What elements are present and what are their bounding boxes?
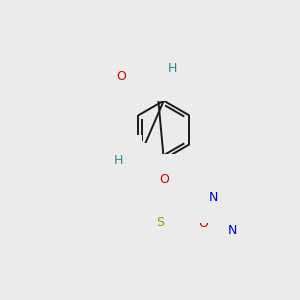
Text: N: N	[172, 234, 181, 247]
Text: N: N	[228, 224, 237, 236]
Text: N: N	[130, 162, 139, 175]
Text: S: S	[156, 216, 164, 229]
Text: O: O	[244, 206, 254, 219]
Text: O: O	[116, 70, 126, 83]
Text: H: H	[114, 154, 123, 167]
Text: N: N	[209, 191, 218, 204]
Text: H: H	[167, 62, 177, 75]
Text: O: O	[159, 173, 169, 186]
Text: O: O	[198, 218, 208, 230]
Text: N: N	[152, 70, 161, 83]
